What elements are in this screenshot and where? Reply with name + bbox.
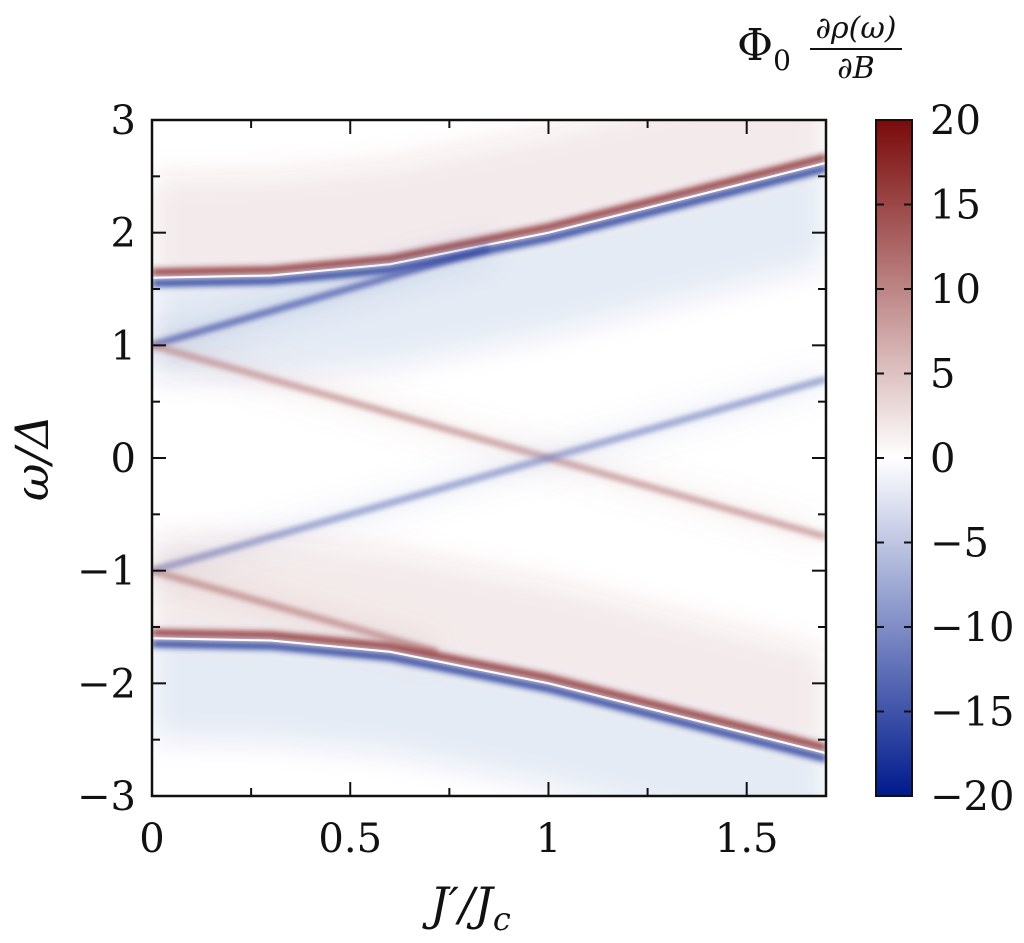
diffuse-above-lower-band-edge [152, 536, 826, 754]
diffuse-above-upper-band-edge [152, 120, 826, 278]
colorbar-tick-label: −15 [930, 690, 1014, 736]
x-axis-title-sub: c [493, 900, 511, 938]
svg-text:Φ0: Φ0 [737, 20, 791, 77]
colorbar-tick-label: 20 [930, 98, 981, 144]
colorbar-tick-label: 15 [930, 183, 981, 229]
colorbar-title-denominator: ∂B [837, 51, 875, 86]
x-tick-label: 0 [139, 816, 164, 862]
y-tick-label: −2 [77, 661, 136, 707]
x-tick-label: 0.5 [318, 816, 382, 862]
y-tick-label: 3 [111, 98, 136, 144]
colorbar-title: Φ0 ∂ρ(ω) ∂B [737, 11, 902, 86]
y-axis-title: ω/Δ [5, 415, 59, 501]
edge-node-lower-band-edge [152, 637, 826, 755]
colorbar-title-phi: Φ [737, 20, 773, 71]
colorbar-tick-label: 5 [930, 352, 955, 398]
colorbar-tick-label: −20 [930, 774, 1014, 820]
colorbar-title-numerator: ∂ρ(ω) [815, 11, 896, 46]
colorbar-tick-label: 10 [930, 267, 981, 313]
axis-tick-labels: 0 0.5 1 1.5 −3 −2 −1 0 1 2 3 [77, 98, 778, 862]
line-rising-center [152, 376, 826, 574]
heatmap-features [152, 120, 826, 796]
colorbar-title-phi-sub: 0 [773, 44, 791, 77]
y-tick-label: 0 [111, 436, 136, 482]
x-tick-label: 1 [536, 816, 561, 862]
y-tick-label: −3 [77, 774, 136, 820]
edge-below-lower-band-edge [152, 640, 826, 763]
edge-above-upper-band-edge [152, 153, 826, 276]
y-tick-label: −1 [77, 549, 136, 595]
axis-ticks [151, 119, 826, 797]
edge-above-lower-band-edge [152, 629, 826, 751]
diffuse-below-upper-band-edge [152, 162, 826, 380]
x-axis-title: J′/Jc [422, 877, 511, 938]
line-rising-upper [152, 245, 490, 349]
diffuse-below-lower-band-edge [152, 638, 826, 796]
y-tick-label: 1 [111, 323, 136, 369]
colorbar-tick-label: −5 [930, 521, 989, 567]
y-tick-label: 2 [111, 211, 136, 257]
colorbar-ticks: 20 15 10 5 0 −5 −10 −15 −20 [876, 98, 1014, 820]
colorbar-tick-label: −10 [930, 605, 1014, 651]
colorbar-tick-label: 0 [930, 436, 955, 482]
x-axis-title-main: J′/J [422, 877, 495, 931]
x-tick-label: 1.5 [715, 816, 779, 862]
